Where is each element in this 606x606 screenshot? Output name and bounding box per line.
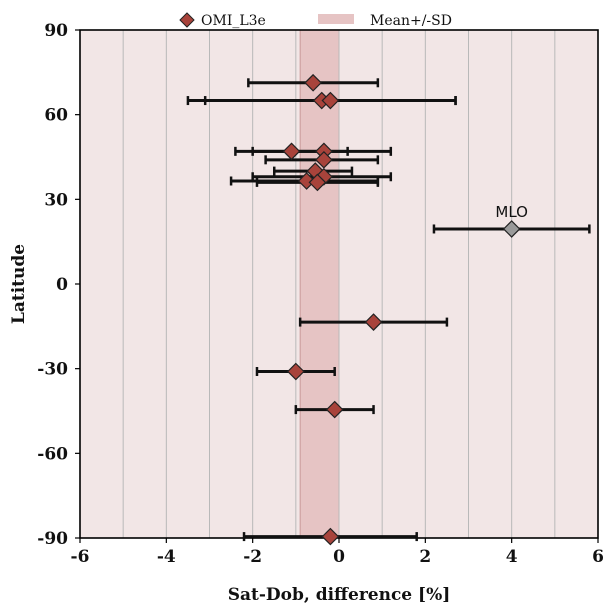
legend: OMI_L3e Mean+/-SD (179, 12, 452, 29)
data-point (308, 173, 327, 192)
data-point (325, 400, 344, 419)
legend-omi-marker (179, 12, 195, 28)
mlo-point (502, 220, 521, 238)
data-point (315, 150, 333, 169)
axes: -6 -4 -2 0 2 4 6 90 60 30 0 -30 -60 -90 (37, 21, 604, 567)
data-points: MLO (186, 73, 591, 546)
legend-omi-label: OMI_L3e (201, 13, 266, 29)
y-axis-title: Latitude (9, 244, 29, 324)
data-point (297, 172, 316, 190)
x-tick-label: -2 (243, 547, 262, 567)
x-tick-label: -6 (71, 547, 90, 567)
data-point (364, 313, 383, 331)
legend-band-swatch (318, 14, 354, 24)
data-point (282, 142, 301, 161)
x-tick-label: 4 (506, 547, 518, 567)
data-point (304, 73, 322, 92)
y-tick-label: 30 (44, 190, 68, 210)
y-tick-label: -90 (37, 529, 68, 549)
y-tick-label: 90 (44, 21, 68, 41)
legend-band-label: Mean+/-SD (370, 13, 452, 29)
y-tick-label: -30 (37, 360, 68, 380)
y-tick-label: 60 (44, 106, 68, 126)
data-point (286, 362, 305, 381)
x-tick-label: 2 (419, 547, 431, 567)
x-tick-label: 6 (592, 547, 604, 567)
x-tick-label: -4 (157, 547, 176, 567)
y-tick-label: 0 (56, 275, 68, 295)
data-point (321, 91, 340, 110)
x-axis-title: Sat-Dob, difference [%] (228, 585, 451, 605)
data-point (321, 527, 340, 546)
grid-lines (122, 30, 556, 538)
x-tick-label: 0 (333, 547, 345, 567)
annotation-mlo: MLO (495, 203, 528, 221)
y-tick-label: -60 (37, 444, 68, 464)
